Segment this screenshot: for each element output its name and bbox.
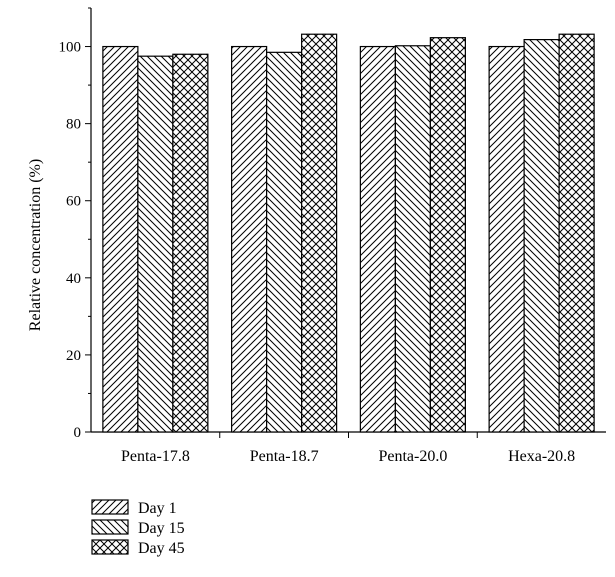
bar	[231, 45, 268, 433]
y-tick-label: 20	[66, 348, 81, 364]
bar	[558, 33, 595, 433]
legend-label: Day 15	[138, 520, 185, 537]
bar	[137, 55, 174, 433]
legend: Day 1 Day 15 Day 45	[91, 499, 185, 557]
bar	[266, 51, 303, 433]
bar	[359, 45, 396, 433]
y-axis-title: Relative concentration (%)	[27, 159, 44, 331]
bar	[102, 45, 139, 433]
bar	[394, 45, 431, 433]
legend-swatch	[91, 519, 129, 535]
bar	[523, 39, 560, 433]
bar	[429, 37, 466, 433]
bar	[488, 45, 525, 433]
y-tick-label: 100	[59, 40, 82, 56]
plot-area: 0 20 40 60 80 100 Penta-17.8 Penta-18.7 Penta-20…	[59, 7, 606, 465]
bar	[172, 53, 209, 433]
legend-swatch	[91, 539, 129, 555]
legend-swatch	[91, 499, 129, 515]
y-tick-label: 60	[66, 194, 81, 210]
x-tick-label: Penta-20.0	[378, 448, 447, 465]
x-tick-label: Penta-17.8	[121, 448, 190, 465]
y-tick-label: 40	[66, 271, 81, 287]
y-tick-label: 0	[74, 425, 82, 441]
y-tick-label: 80	[66, 117, 81, 133]
x-tick-label: Hexa-20.8	[508, 448, 575, 465]
legend-label: Day 1	[138, 500, 177, 517]
x-tick-label: Penta-18.7	[250, 448, 319, 465]
legend-label: Day 45	[138, 540, 185, 557]
bar	[301, 33, 338, 433]
